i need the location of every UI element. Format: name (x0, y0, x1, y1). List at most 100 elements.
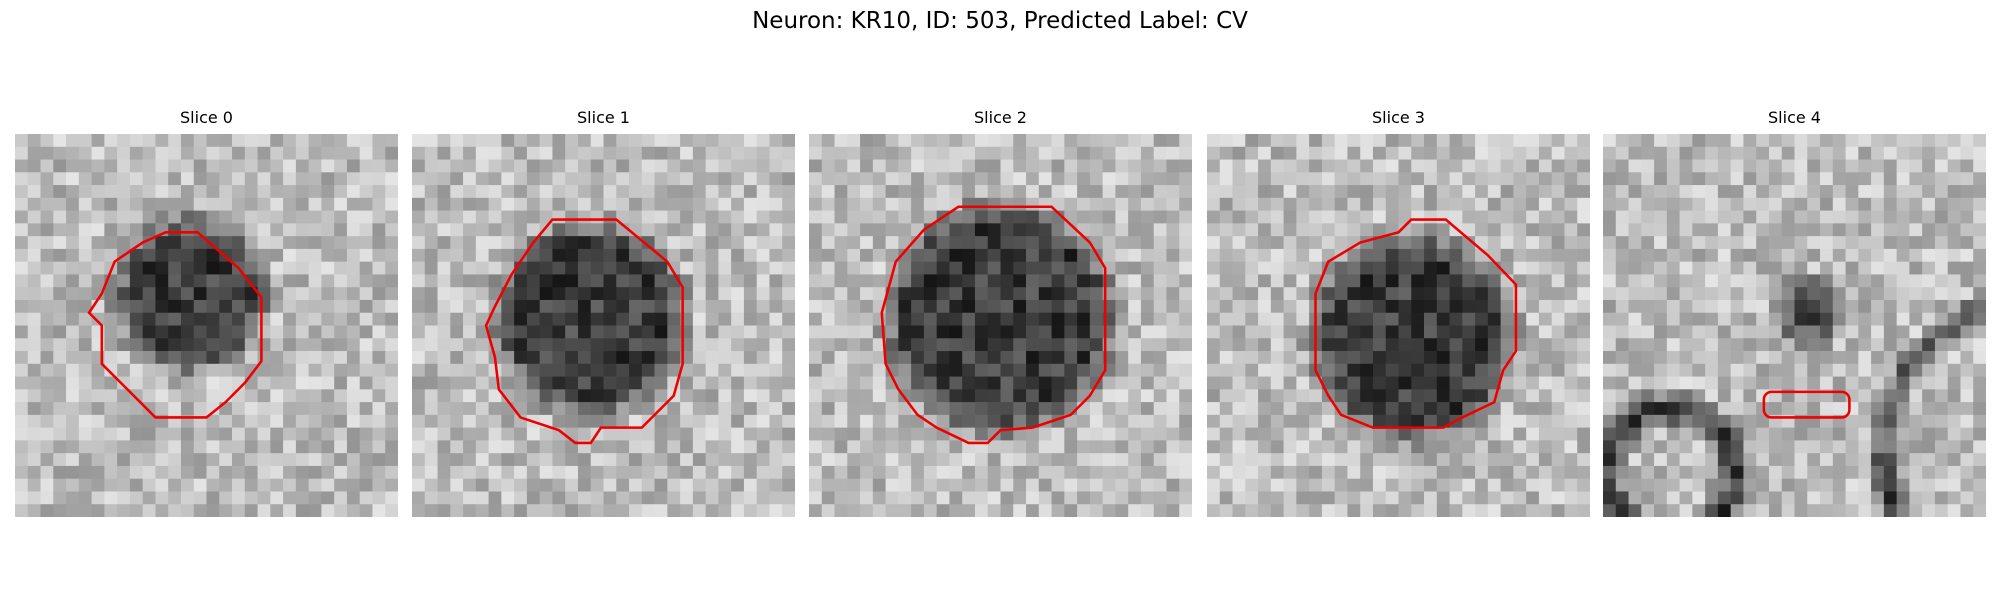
pixel (308, 134, 322, 148)
pixel (1077, 159, 1091, 173)
pixel (1551, 197, 1565, 211)
pixel (1232, 440, 1246, 454)
pixel (539, 376, 553, 390)
pixel (1334, 453, 1348, 467)
pixel (1973, 197, 1986, 211)
pixel (1832, 223, 1846, 237)
pixel (860, 338, 874, 352)
pixel (590, 453, 604, 467)
pixel (1487, 172, 1502, 186)
pixel (129, 325, 144, 339)
slice-image (15, 134, 398, 517)
pixel (860, 236, 874, 250)
pixel (372, 197, 386, 211)
pixel (1500, 134, 1514, 148)
pixel (1360, 159, 1374, 173)
pixel (463, 491, 477, 505)
pixel (488, 185, 502, 199)
pixel (974, 287, 989, 301)
pixel (692, 414, 707, 429)
pixel (911, 465, 925, 480)
pixel (359, 478, 373, 492)
pixel (526, 363, 541, 377)
pixel (385, 299, 398, 314)
pixel (705, 414, 719, 429)
pixel (731, 453, 745, 467)
pixel (718, 197, 732, 211)
pixel (117, 146, 131, 160)
pixel (1347, 427, 1361, 441)
pixel (193, 389, 207, 403)
pixel (629, 146, 643, 160)
pixel (1207, 363, 1221, 377)
pixel (692, 351, 707, 365)
pixel (1089, 338, 1104, 352)
pixel (488, 427, 502, 441)
pixel (488, 478, 502, 492)
pixel (488, 453, 502, 467)
pixel (1372, 274, 1387, 288)
pixel (1832, 185, 1846, 199)
pixel (15, 223, 29, 237)
pixel (821, 478, 835, 492)
pixel (860, 146, 874, 160)
pixel (1475, 478, 1489, 492)
pixel (155, 197, 169, 211)
pixel (1666, 351, 1680, 365)
pixel (1564, 402, 1578, 416)
pixel (346, 491, 361, 505)
pixel (590, 325, 604, 339)
pixel (1513, 478, 1527, 492)
pixel (40, 440, 54, 454)
pixel (1717, 427, 1732, 441)
pixel (1794, 338, 1808, 352)
pixel (1641, 146, 1655, 160)
pixel (1166, 427, 1180, 441)
pixel (1064, 478, 1078, 492)
pixel (27, 414, 41, 429)
pixel (1564, 159, 1578, 173)
pixel (821, 389, 835, 403)
pixel (667, 414, 681, 429)
pixel (219, 414, 233, 429)
pixel (180, 210, 195, 224)
pixel (359, 185, 373, 199)
pixel (66, 312, 80, 326)
pixel (1705, 402, 1719, 416)
pixel (27, 223, 41, 237)
pixel (1820, 134, 1834, 148)
pixel (743, 491, 758, 505)
pixel (1500, 491, 1514, 505)
pixel (1500, 504, 1514, 517)
pixel (1013, 159, 1027, 173)
pixel (1858, 172, 1872, 186)
pixel (346, 338, 361, 352)
pixel (424, 146, 438, 160)
pixel (1462, 491, 1476, 505)
pixel (1794, 146, 1808, 160)
pixel (1883, 134, 1898, 148)
pixel (129, 338, 144, 352)
pixel (1153, 274, 1167, 288)
pixel (872, 453, 886, 467)
pixel (834, 146, 848, 160)
pixel (692, 172, 707, 186)
pixel (1372, 287, 1387, 301)
pixel (1909, 172, 1923, 186)
pixel (450, 185, 464, 199)
pixel (450, 210, 464, 224)
pixel (654, 312, 668, 326)
pixel (1283, 389, 1297, 403)
pixel (1794, 159, 1808, 173)
pixel (1334, 427, 1348, 441)
pixel (1360, 351, 1374, 365)
pixel (603, 312, 617, 326)
pixel (885, 312, 899, 326)
pixel (629, 491, 643, 505)
pixel (821, 465, 835, 480)
pixel (142, 427, 156, 441)
pixel (1934, 223, 1949, 237)
pixel (1768, 351, 1783, 365)
pixel (168, 172, 182, 186)
pixel (270, 414, 284, 429)
